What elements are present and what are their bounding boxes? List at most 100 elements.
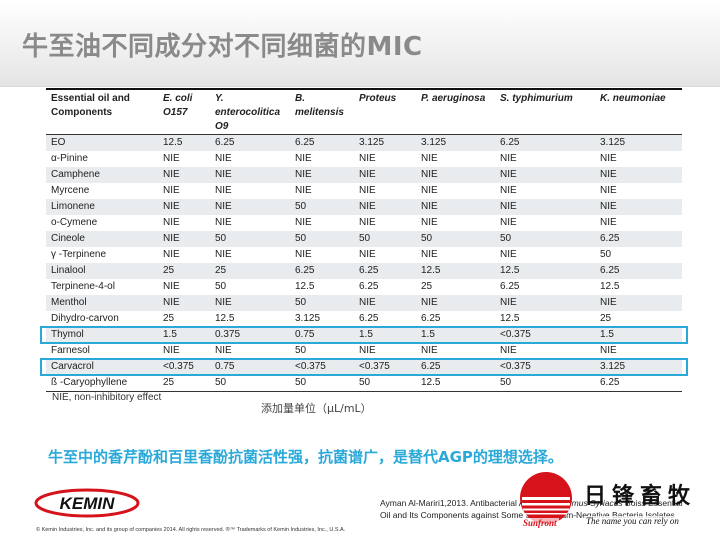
mic-value-cell: NIE [495, 167, 595, 183]
kemin-logo: KEMIN [34, 488, 140, 518]
mic-value-cell: NIE [595, 295, 682, 311]
mic-value-cell: 6.25 [290, 263, 354, 279]
mic-value-cell: 50 [416, 231, 495, 247]
mic-value-cell: NIE [210, 215, 290, 231]
mic-value-cell: NIE [495, 183, 595, 199]
mic-value-cell: 50 [354, 231, 416, 247]
mic-value-cell: NIE [354, 215, 416, 231]
mic-value-cell: 25 [210, 263, 290, 279]
column-header: E. coli O157 [158, 88, 210, 135]
mic-value-cell: 6.25 [354, 279, 416, 295]
copyright: © Kemin Industries, Inc. and its group o… [36, 527, 346, 533]
mic-value-cell: NIE [290, 183, 354, 199]
mic-value-cell: 6.25 [354, 311, 416, 327]
table-row: Dihydro-carvon 25 12.5 3.125 6.25 6.25 12.5 25 [46, 311, 682, 327]
table-body: EO 12.5 6.25 6.25 3.125 3.125 6.25 3.125 α-Pinin… [46, 134, 682, 392]
mic-value-cell: 6.25 [416, 311, 495, 327]
mic-value-cell: NIE [495, 199, 595, 215]
mic-value-cell: 50 [210, 231, 290, 247]
mic-value-cell: NIE [210, 183, 290, 199]
kemin-logo-text: KEMIN [60, 494, 116, 513]
mic-value-cell: NIE [158, 151, 210, 167]
mic-value-cell: 12.5 [210, 311, 290, 327]
column-header: Proteus [354, 88, 416, 135]
brand-name-cn: 日锋畜牧 [584, 483, 697, 509]
mic-value-cell: 0.75 [290, 327, 354, 343]
mic-value-cell: NIE [210, 199, 290, 215]
component-name-cell: Cineole [46, 231, 158, 247]
title-band [0, 0, 720, 86]
mic-value-cell: NIE [595, 151, 682, 167]
mic-value-cell: NIE [595, 343, 682, 359]
mic-value-cell: 50 [290, 231, 354, 247]
mic-value-cell: 12.5 [495, 311, 595, 327]
mic-value-cell: 6.25 [354, 263, 416, 279]
mic-value-cell: 25 [416, 279, 495, 295]
table-row: Linalool 25 25 6.25 6.25 12.5 12.5 6.25 [46, 263, 682, 279]
table-row: Farnesol NIE NIE 50 NIE NIE NIE NIE [46, 343, 682, 359]
table-row: Thymol 1.5 0.375 0.75 1.5 1.5 <0.375 1.5 [46, 327, 682, 343]
component-name-cell: Menthol [46, 295, 158, 311]
table-row: Camphene NIE NIE NIE NIE NIE NIE NIE [46, 167, 682, 183]
mic-value-cell: NIE [354, 247, 416, 263]
table-row: Myrcene NIE NIE NIE NIE NIE NIE NIE [46, 183, 682, 199]
mic-value-cell: 12.5 [416, 263, 495, 279]
mic-value-cell: NIE [416, 183, 495, 199]
mic-value-cell: 50 [210, 279, 290, 295]
mic-value-cell: 25 [595, 311, 682, 327]
mic-value-cell: 6.25 [416, 359, 495, 375]
unit-note: 添加量单位（μL/mL） [261, 402, 372, 415]
mic-value-cell: NIE [416, 199, 495, 215]
mic-value-cell: 50 [290, 199, 354, 215]
mic-value-cell: NIE [290, 167, 354, 183]
mic-value-cell: NIE [495, 151, 595, 167]
mic-value-cell: 50 [290, 295, 354, 311]
mic-value-cell: 1.5 [354, 327, 416, 343]
mic-value-cell: 3.125 [595, 134, 682, 151]
table-row: o-Cymene NIE NIE NIE NIE NIE NIE NIE [46, 215, 682, 231]
mic-value-cell: NIE [354, 343, 416, 359]
mic-value-cell: 0.375 [210, 327, 290, 343]
mic-value-cell: NIE [416, 343, 495, 359]
mic-value-cell: NIE [290, 215, 354, 231]
column-header: S. typhimurium [495, 88, 595, 135]
component-name-cell: Carvacrol [46, 359, 158, 375]
mic-value-cell: NIE [158, 215, 210, 231]
mic-value-cell: 6.25 [495, 279, 595, 295]
mic-table: Essential oil and Components E. coli O157… [46, 88, 682, 392]
mic-value-cell: 3.125 [416, 134, 495, 151]
mic-value-cell: NIE [495, 343, 595, 359]
mic-value-cell: NIE [416, 215, 495, 231]
mic-value-cell: 1.5 [158, 327, 210, 343]
mic-value-cell: 6.25 [595, 375, 682, 392]
mic-value-cell: 12.5 [158, 134, 210, 151]
mic-value-cell: NIE [354, 183, 416, 199]
table-row: Limonene NIE NIE 50 NIE NIE NIE NIE [46, 199, 682, 215]
table-row: Terpinene-4-ol NIE 50 12.5 6.25 25 6.25 12.5 [46, 279, 682, 295]
component-name-cell: Dihydro-carvon [46, 311, 158, 327]
mic-value-cell: NIE [495, 295, 595, 311]
mic-value-cell: NIE [158, 343, 210, 359]
table-row: EO 12.5 6.25 6.25 3.125 3.125 6.25 3.125 [46, 134, 682, 151]
sunfront-wordmark: Sunfront [521, 518, 559, 528]
component-name-cell: Farnesol [46, 343, 158, 359]
mic-value-cell: NIE [158, 247, 210, 263]
mic-value-cell: 50 [210, 375, 290, 392]
component-name-cell: Terpinene-4-ol [46, 279, 158, 295]
mic-value-cell: 6.25 [495, 134, 595, 151]
mic-value-cell: 6.25 [210, 134, 290, 151]
table-row: Cineole NIE 50 50 50 50 50 6.25 [46, 231, 682, 247]
mic-value-cell: 6.25 [595, 231, 682, 247]
mic-value-cell: <0.375 [354, 359, 416, 375]
mic-value-cell: 50 [495, 375, 595, 392]
column-header: P. aeruginosa [416, 88, 495, 135]
mic-value-cell: NIE [290, 247, 354, 263]
footnote: NIE, non-inhibitory effect [52, 392, 162, 403]
table-row: γ -Terpinene NIE NIE NIE NIE NIE NIE 50 [46, 247, 682, 263]
column-header: K. neumoniae [595, 88, 682, 135]
mic-value-cell: NIE [158, 167, 210, 183]
mic-value-cell: 50 [595, 247, 682, 263]
table-header-row: Essential oil and Components E. coli O157… [46, 88, 682, 135]
mic-table-container: Essential oil and Components E. coli O157… [46, 88, 682, 392]
mic-value-cell: NIE [354, 167, 416, 183]
